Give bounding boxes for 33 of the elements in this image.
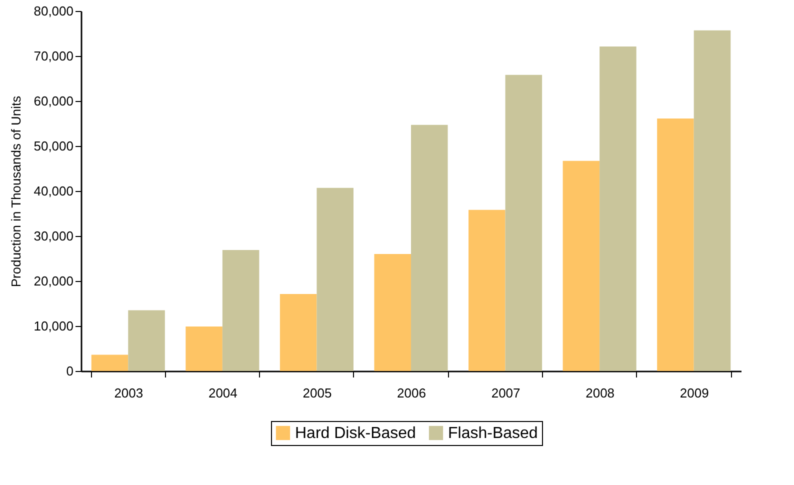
bar: [128, 310, 165, 371]
y-tick-label: 50,000: [34, 138, 74, 154]
x-tick-label: 2003: [114, 386, 144, 400]
bar: [374, 254, 411, 371]
y-tick-label: 20,000: [34, 274, 74, 288]
x-tick-label: 2004: [208, 386, 238, 400]
x-tick-label: 2005: [302, 386, 332, 400]
y-tick-label: 0: [66, 364, 74, 378]
bar: [505, 74, 542, 371]
x-tick-label: 2009: [680, 386, 709, 400]
bar: [657, 118, 694, 371]
bar: [468, 210, 506, 371]
bar: [222, 250, 260, 371]
bar: [562, 160, 600, 371]
x-tick-label: 2008: [586, 386, 615, 400]
y-tick-label: 70,000: [34, 48, 74, 64]
legend-label: Hard Disk-Based: [295, 425, 416, 442]
bar: [186, 326, 222, 371]
y-tick-label: 30,000: [34, 228, 74, 244]
legend-label: Flash-Based: [448, 425, 538, 442]
bar: [316, 188, 354, 371]
y-tick-label: 80,000: [34, 4, 74, 18]
bar: [411, 124, 448, 371]
bar: [280, 294, 317, 371]
y-tick-label: 60,000: [34, 94, 74, 108]
y-tick-label: 10,000: [34, 318, 74, 334]
x-tick-label: 2007: [491, 386, 520, 400]
y-axis-title: Production in Thousands of Units: [8, 95, 24, 288]
bar: [600, 46, 636, 371]
bar: [694, 30, 731, 371]
bar: [91, 354, 128, 371]
y-tick-label: 40,000: [34, 184, 74, 198]
x-tick-label: 2006: [397, 386, 426, 400]
